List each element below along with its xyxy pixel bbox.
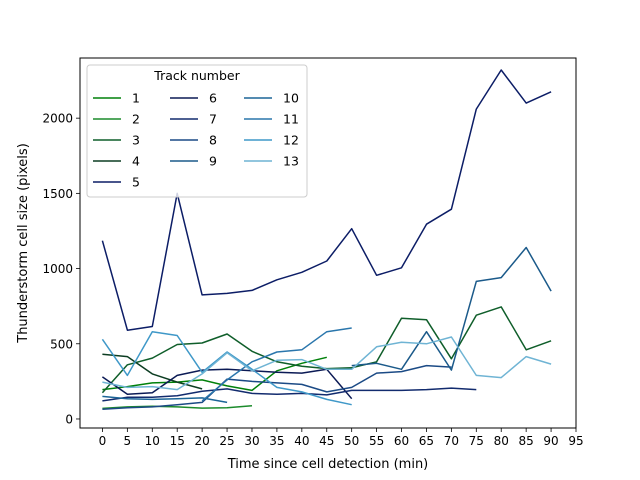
legend-label-10: 10 [283,91,299,106]
x-tick-label: 65 [419,434,434,448]
y-tick-label: 1000 [42,262,73,276]
x-tick-label: 40 [294,434,309,448]
x-tick-label: 35 [269,434,284,448]
x-tick-label: 75 [469,434,484,448]
series-line-1 [102,356,327,392]
x-tick-label: 25 [219,434,234,448]
x-axis: 0 5 10 15 20 25 30 35 40 45 50 55 60 65 70 75 80 85 90 95 [99,428,584,448]
x-tick-label: 0 [99,434,107,448]
x-tick-label: 10 [145,434,160,448]
x-tick-label: 95 [568,434,583,448]
series-line-8 [102,364,452,410]
series-line-6 [101,368,353,400]
x-tick-label: 5 [124,434,132,448]
legend-label-1: 1 [132,91,140,106]
legend-label-2: 2 [132,112,140,127]
y-tick-label: 1500 [42,187,73,201]
x-tick-label: 60 [394,434,409,448]
series-line-7 [102,387,477,402]
legend-label-6: 6 [209,91,217,106]
legend-title: Track number [153,68,240,83]
series-line-10 [102,395,228,404]
series-line-12 [101,330,352,406]
y-tick-label: 0 [65,412,73,426]
legend-label-7: 7 [209,112,217,127]
series-line-13 [102,336,552,391]
x-tick-label: 55 [369,434,384,448]
x-tick-label: 70 [444,434,459,448]
legend-label-8: 8 [209,133,217,148]
x-tick-label: 45 [319,434,334,448]
legend-label-4: 4 [132,154,140,169]
x-tick-label: 85 [519,434,534,448]
legend-label-9: 9 [209,154,217,169]
legend-label-12: 12 [283,133,299,148]
x-tick-label: 50 [344,434,359,448]
series-line-2 [102,404,253,410]
legend-label-13: 13 [283,154,299,169]
y-axis-label: Thunderstorm cell size (pixels) [16,143,31,344]
x-tick-label: 90 [543,434,558,448]
x-tick-label: 20 [194,434,209,448]
y-axis: 0 500 1000 1500 2000 [42,112,80,426]
legend-label-11: 11 [283,112,299,127]
x-tick-label: 15 [170,434,185,448]
x-axis-label: Time since cell detection (min) [227,457,429,472]
y-tick-label: 2000 [42,112,73,126]
legend-box [86,64,308,198]
plot-frame [79,57,577,429]
legend-label-5: 5 [132,175,140,190]
x-tick-label: 30 [244,434,259,448]
series-line-9 [351,246,552,371]
series-line-11 [201,327,352,402]
y-tick-label: 500 [50,337,73,351]
legend-label-3: 3 [132,133,140,148]
x-tick-label: 80 [494,434,509,448]
